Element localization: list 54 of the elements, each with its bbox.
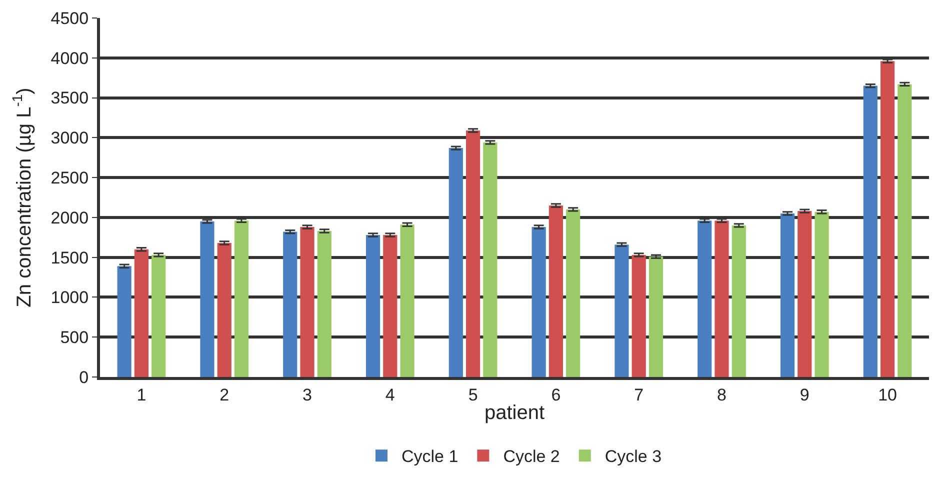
legend-label: Cycle 2 — [503, 447, 560, 466]
bar — [300, 227, 314, 377]
y-tick-label: 2000 — [50, 208, 89, 228]
y-tick-label: 1000 — [50, 288, 89, 308]
bar — [566, 209, 580, 377]
x-tick-label: 5 — [468, 385, 478, 404]
bar — [548, 205, 563, 377]
x-tick-label: 2 — [220, 385, 230, 404]
y-tick-label: 500 — [60, 328, 89, 348]
y-tick-label: 2500 — [50, 168, 89, 188]
x-tick-label: 1 — [136, 385, 146, 404]
bar — [698, 220, 712, 377]
bar — [383, 235, 398, 377]
bar — [732, 225, 746, 377]
bar — [898, 84, 912, 377]
y-tick-label: 4000 — [50, 48, 89, 68]
bar — [714, 220, 729, 377]
bar — [648, 256, 664, 377]
bar — [483, 142, 498, 377]
bar — [234, 220, 249, 377]
bar — [798, 211, 812, 377]
bar — [780, 213, 795, 377]
bar — [317, 231, 332, 377]
x-tick-label: 8 — [717, 385, 726, 404]
x-tick-label: 10 — [878, 385, 898, 404]
bar — [632, 254, 646, 377]
y-tick-label: 3500 — [50, 88, 89, 108]
x-axis-title: patient — [484, 402, 545, 424]
bar — [466, 130, 480, 377]
bar — [200, 221, 214, 377]
x-tick-label: 7 — [634, 385, 644, 404]
bar — [283, 232, 298, 377]
y-tick-label: 0 — [79, 368, 89, 387]
y-tick-label: 4500 — [50, 8, 89, 28]
bar — [117, 266, 132, 377]
bar — [614, 244, 629, 377]
bar — [152, 254, 166, 377]
bar — [400, 224, 414, 377]
legend-label: Cycle 3 — [604, 447, 662, 466]
bar — [532, 227, 546, 377]
legend-label: Cycle 1 — [402, 447, 458, 466]
bar — [814, 212, 829, 377]
bar — [366, 235, 380, 377]
y-tick-label: 3000 — [50, 128, 89, 148]
x-tick-label: 6 — [551, 385, 561, 404]
x-tick-label: 9 — [800, 385, 810, 404]
bar — [217, 242, 232, 377]
bar — [134, 249, 148, 377]
bar — [863, 86, 878, 377]
x-tick-label: 3 — [302, 385, 312, 404]
x-tick-label: 4 — [385, 385, 395, 404]
y-tick-label: 1500 — [50, 248, 89, 268]
bar — [880, 61, 895, 377]
bar — [448, 148, 463, 377]
